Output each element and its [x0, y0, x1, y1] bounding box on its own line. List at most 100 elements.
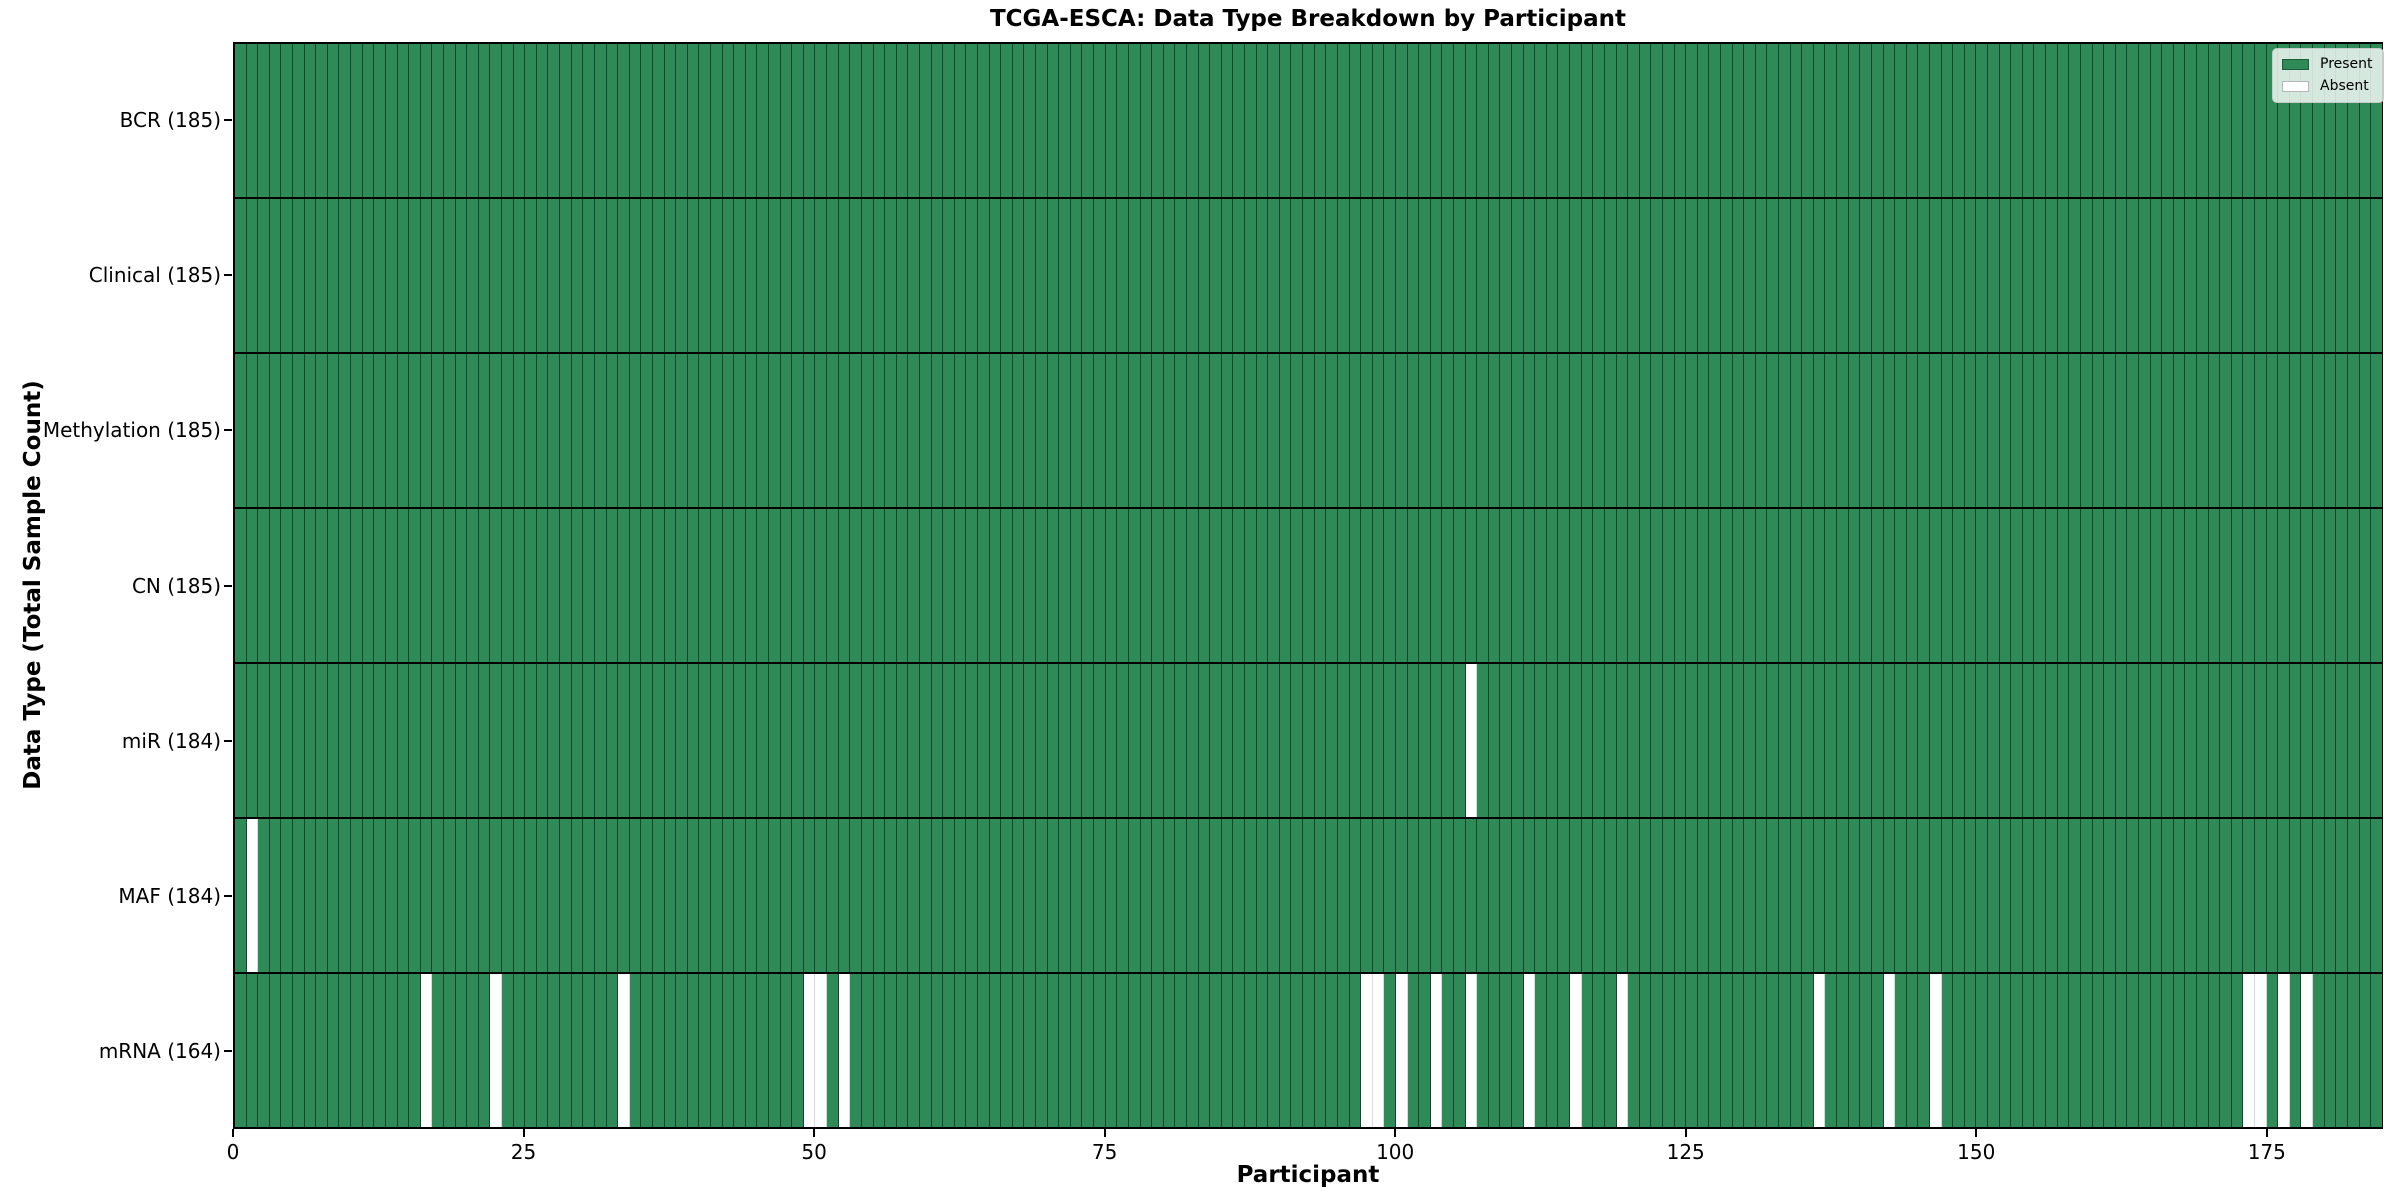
cell-Methylation-175 — [2266, 354, 2279, 507]
cell-mRNA-7 — [316, 974, 328, 1127]
cell-Clinical-60 — [931, 199, 944, 352]
cell-Clinical-142 — [1883, 199, 1896, 352]
cell-MAF-114 — [1558, 819, 1571, 972]
cell-mRNA-61 — [943, 974, 955, 1127]
cell-Clinical-78 — [1140, 199, 1153, 352]
cell-CN-6 — [304, 509, 317, 662]
cell-mRNA-69 — [1036, 974, 1048, 1127]
cell-Methylation-31 — [594, 354, 607, 507]
cell-MAF-100 — [1395, 819, 1408, 972]
cell-Methylation-126 — [1697, 354, 1710, 507]
cell-MAF-175 — [2266, 819, 2279, 972]
cell-Methylation-35 — [641, 354, 653, 507]
cell-miR-86 — [1233, 664, 1246, 817]
cell-Methylation-102 — [1419, 354, 1431, 507]
cell-CN-25 — [525, 509, 537, 662]
cell-CN-166 — [2162, 509, 2174, 662]
cell-BCR-50 — [815, 44, 828, 197]
cell-mRNA-127 — [1709, 974, 1721, 1127]
xtick-mark-25 — [522, 1129, 525, 1137]
cell-mRNA-98 — [1372, 974, 1385, 1127]
cell-MAF-105 — [1453, 819, 1466, 972]
cell-CN-89 — [1268, 509, 1280, 662]
cell-BCR-82 — [1186, 44, 1199, 197]
cell-Methylation-44 — [745, 354, 758, 507]
cell-CN-105 — [1453, 509, 1466, 662]
cell-mRNA-182 — [2347, 974, 2360, 1127]
cell-miR-135 — [1802, 664, 1814, 817]
cell-Clinical-56 — [885, 199, 897, 352]
cell-miR-120 — [1628, 664, 1640, 817]
cell-miR-154 — [2022, 664, 2035, 817]
cell-MAF-94 — [1326, 819, 1338, 972]
cell-BCR-69 — [1036, 44, 1048, 197]
cell-CN-21 — [478, 509, 491, 662]
cell-Clinical-65 — [989, 199, 1002, 352]
cell-mRNA-119 — [1616, 974, 1629, 1127]
cell-Methylation-72 — [1070, 354, 1083, 507]
cell-CN-164 — [2138, 509, 2151, 662]
legend-entry-absent: Absent — [2282, 78, 2373, 94]
cell-Methylation-80 — [1163, 354, 1176, 507]
cell-BCR-119 — [1616, 44, 1629, 197]
cell-mRNA-44 — [745, 974, 758, 1127]
cell-mRNA-2 — [258, 974, 270, 1127]
cell-Clinical-149 — [1964, 199, 1977, 352]
cell-MAF-106 — [1465, 819, 1478, 972]
cell-CN-97 — [1361, 509, 1373, 662]
cell-Methylation-155 — [2034, 354, 2047, 507]
ytick-mark-Methylation — [224, 429, 232, 432]
cell-Clinical-68 — [1024, 199, 1037, 352]
cell-Clinical-82 — [1186, 199, 1199, 352]
cell-Methylation-179 — [2313, 354, 2325, 507]
cell-CN-98 — [1372, 509, 1385, 662]
cell-MAF-27 — [548, 819, 561, 972]
cell-Clinical-158 — [2069, 199, 2081, 352]
cell-Clinical-160 — [2092, 199, 2105, 352]
cell-Methylation-165 — [2150, 354, 2163, 507]
cell-miR-36 — [652, 664, 665, 817]
cell-MAF-68 — [1024, 819, 1037, 972]
cell-mRNA-148 — [1953, 974, 1965, 1127]
cell-Methylation-157 — [2057, 354, 2070, 507]
cell-MAF-89 — [1268, 819, 1280, 972]
cell-CN-57 — [896, 509, 909, 662]
cell-mRNA-135 — [1802, 974, 1814, 1127]
cell-BCR-175 — [2266, 44, 2279, 197]
cell-Clinical-176 — [2278, 199, 2290, 352]
cell-BCR-52 — [838, 44, 851, 197]
cell-BCR-92 — [1303, 44, 1315, 197]
cell-miR-75 — [1105, 664, 1118, 817]
cell-mRNA-142 — [1883, 974, 1896, 1127]
cell-MAF-137 — [1825, 819, 1838, 972]
cell-BCR-122 — [1651, 44, 1663, 197]
cell-BCR-147 — [1941, 44, 1954, 197]
cell-Methylation-100 — [1395, 354, 1408, 507]
cell-CN-45 — [757, 509, 770, 662]
cell-BCR-145 — [1918, 44, 1930, 197]
cell-Methylation-6 — [304, 354, 317, 507]
cell-Methylation-77 — [1128, 354, 1141, 507]
cell-mRNA-42 — [722, 974, 735, 1127]
cell-BCR-2 — [258, 44, 270, 197]
cell-Clinical-154 — [2022, 199, 2035, 352]
cell-CN-119 — [1616, 509, 1629, 662]
cell-MAF-7 — [316, 819, 328, 972]
cell-mRNA-132 — [1767, 974, 1780, 1127]
cell-Methylation-146 — [1929, 354, 1942, 507]
cell-Clinical-130 — [1744, 199, 1756, 352]
cell-Clinical-18 — [443, 199, 456, 352]
cell-Clinical-99 — [1384, 199, 1396, 352]
cell-miR-63 — [966, 664, 978, 817]
cell-CN-101 — [1407, 509, 1420, 662]
cell-CN-88 — [1256, 509, 1269, 662]
cell-Clinical-46 — [769, 199, 781, 352]
cell-miR-95 — [1337, 664, 1350, 817]
cell-CN-130 — [1744, 509, 1756, 662]
cell-CN-118 — [1604, 509, 1617, 662]
cell-CN-66 — [1001, 509, 1013, 662]
cell-miR-22 — [490, 664, 503, 817]
cell-MAF-82 — [1186, 819, 1199, 972]
cell-MAF-29 — [571, 819, 584, 972]
cell-MAF-109 — [1500, 819, 1513, 972]
